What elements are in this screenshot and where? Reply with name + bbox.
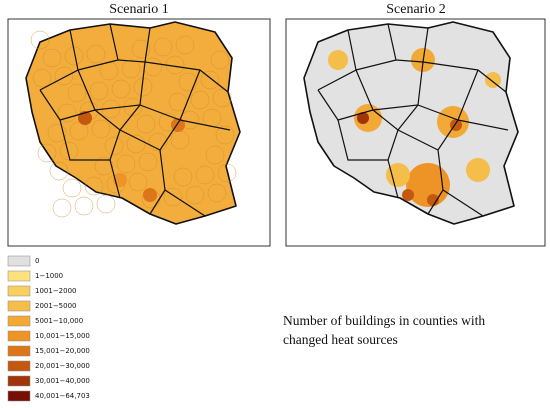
legend-label: 5001−10,000: [35, 317, 83, 325]
county: [52, 198, 72, 218]
county: [175, 35, 195, 55]
legend-swatch: [7, 345, 31, 357]
county: [30, 30, 50, 50]
legend-swatch: [7, 330, 31, 342]
legend-label: 20,001−30,000: [35, 362, 90, 370]
panel-title: Scenario 2: [386, 2, 445, 17]
caption: changed heat sources: [283, 332, 398, 347]
county: [62, 178, 82, 198]
hotspot: [427, 194, 439, 206]
county: [163, 187, 183, 207]
map: [303, 21, 519, 225]
legend-label: 1001−2000: [35, 287, 77, 295]
county: [148, 132, 168, 152]
legend-swatch: [7, 390, 31, 402]
legend-swatch: [7, 360, 31, 372]
hotspot: [143, 188, 157, 202]
county: [57, 103, 77, 123]
county: [200, 70, 220, 90]
county: [54, 66, 74, 86]
county: [91, 119, 111, 139]
legend-label: 30,001−40,000: [35, 377, 90, 385]
region-border: [355, 61, 424, 111]
patch: [386, 163, 410, 187]
county: [128, 172, 148, 192]
county: [131, 39, 151, 59]
region-border: [387, 159, 399, 199]
patch: [328, 50, 348, 70]
hotspot: [78, 111, 92, 125]
legend-swatch: [7, 300, 31, 312]
region-border: [397, 104, 419, 131]
county: [49, 161, 69, 181]
legend-label: 15,001−20,000: [35, 347, 90, 355]
region-border: [149, 189, 166, 215]
county: [47, 123, 67, 143]
county: [96, 194, 116, 214]
hotspot: [357, 112, 369, 124]
patch: [466, 158, 490, 182]
region-border: [77, 61, 146, 111]
county: [205, 145, 225, 165]
county: [178, 72, 198, 92]
county: [104, 136, 124, 156]
county: [84, 176, 104, 196]
county: [121, 59, 141, 79]
county: [111, 79, 131, 99]
legend-swatch: [7, 285, 31, 297]
legend-label: 2001−5000: [35, 302, 77, 310]
county: [59, 141, 79, 161]
region-border: [119, 104, 141, 131]
region-border: [427, 189, 444, 215]
county: [32, 68, 52, 88]
county: [210, 50, 230, 70]
legend-label: 40,001−64,703: [35, 392, 90, 400]
region-border: [179, 119, 231, 131]
county: [94, 156, 114, 176]
caption: Number of buildings in counties with: [283, 313, 485, 328]
legend-label: 0: [35, 257, 39, 265]
county: [207, 183, 227, 203]
county: [217, 163, 237, 183]
panel-title: Scenario 1: [109, 2, 168, 17]
county: [138, 152, 158, 172]
legend-label: 1−1000: [35, 272, 63, 280]
county: [195, 165, 215, 185]
legend-swatch: [7, 315, 31, 327]
map: [25, 21, 241, 225]
county: [67, 83, 87, 103]
county: [173, 167, 193, 187]
county: [89, 81, 109, 101]
legend-label: 10,001−15,000: [35, 332, 90, 340]
legend-swatch: [7, 270, 31, 282]
county: [42, 48, 62, 68]
hotspot: [402, 189, 414, 201]
county: [190, 90, 210, 110]
county: [86, 44, 106, 64]
region-border: [457, 119, 509, 131]
county: [153, 37, 173, 57]
county: [37, 143, 57, 163]
legend-swatch: [7, 255, 31, 267]
county: [136, 114, 156, 134]
county: [212, 88, 232, 108]
county: [185, 185, 205, 205]
county: [126, 134, 146, 154]
patch: [485, 72, 501, 88]
region-border: [109, 159, 121, 199]
county: [116, 154, 136, 174]
county: [215, 125, 235, 145]
legend-swatch: [7, 375, 31, 387]
county: [74, 196, 94, 216]
county: [69, 121, 89, 141]
